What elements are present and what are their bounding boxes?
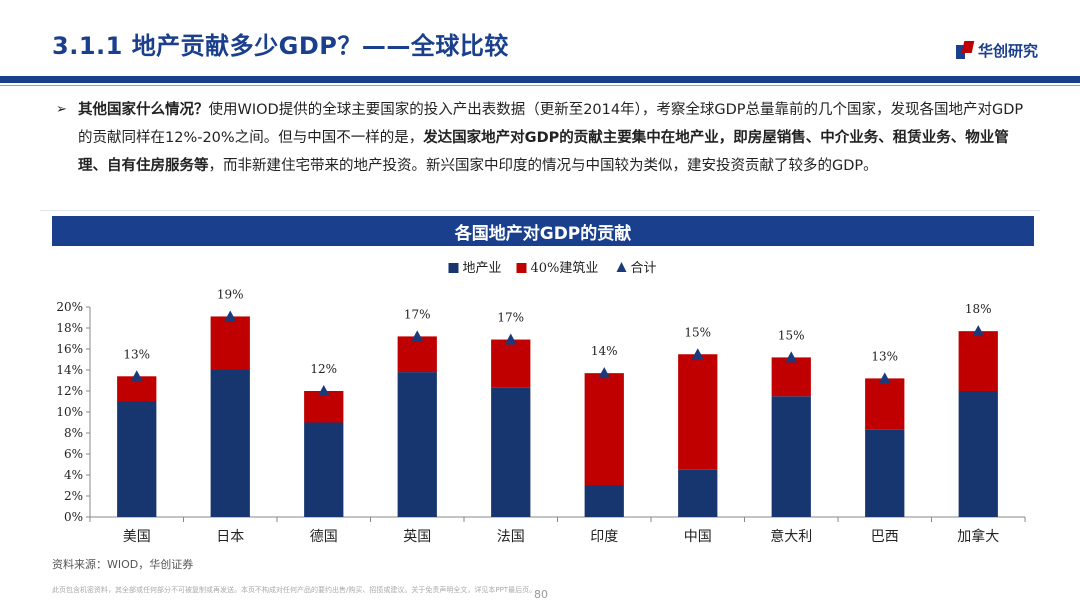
source-note: 资料来源：WIOD，华创证券 xyxy=(52,558,194,571)
total-label-1: 19% xyxy=(217,287,244,301)
y-tick-label: 16% xyxy=(56,342,83,356)
total-marker-0 xyxy=(130,370,143,382)
disclaimer: 此页包含机密资料，其全部或任何部分不可被复制或再发送。本页不构成对任何产品的要约… xyxy=(52,586,537,594)
x-tick-label-2: 德国 xyxy=(310,529,338,545)
bar-construction-5 xyxy=(584,373,624,486)
bar-land-8 xyxy=(865,429,905,517)
legend-item-construction-swatch xyxy=(516,263,527,273)
total-label-9: 18% xyxy=(965,302,992,316)
bullet-body-1: 使用WIOD提供的全球主要国家的投入产出表数据（更新至2014年），考察全球GD… xyxy=(78,102,1024,146)
bar-construction-3 xyxy=(397,336,437,373)
legend-item-land: 地产业 xyxy=(463,261,502,276)
bar-land-7 xyxy=(771,396,811,517)
total-label-8: 13% xyxy=(871,349,898,363)
total-label-5: 14% xyxy=(591,344,618,358)
bar-land-3 xyxy=(397,372,437,517)
bar-construction-2 xyxy=(304,391,344,423)
bullet-arrow-icon: ➢ xyxy=(56,102,67,117)
y-tick-label: 2% xyxy=(64,489,83,503)
legend-item-total: 合计 xyxy=(631,261,657,276)
total-marker-9 xyxy=(972,325,985,337)
bullet-body-2: ，而非新建住宅带来的地产投资。新兴国家中印度的情况与中国较为类似，建安投资贡献了… xyxy=(208,158,878,174)
bar-land-6 xyxy=(678,469,718,517)
chart-container: 地产业 40%建筑业 合计 0% 2% 4% 6% 8% 10% 12% 14% 16% 18% 20% 1… xyxy=(40,252,1040,552)
x-tick-label-5: 印度 xyxy=(590,529,618,545)
total-label-0: 13% xyxy=(123,347,150,361)
total-marker-8 xyxy=(878,372,891,384)
logo-text: 华创研究 xyxy=(978,41,1039,60)
y-tick-label: 4% xyxy=(64,468,83,482)
bar-land-0 xyxy=(117,401,157,517)
header-divider-thin xyxy=(0,85,1080,86)
y-tick-label: 12% xyxy=(56,384,83,398)
logo-icon xyxy=(956,41,975,59)
section-separator xyxy=(40,210,1040,211)
bar-construction-1 xyxy=(210,316,250,370)
y-tick-label: 6% xyxy=(64,447,83,461)
bar-land-1 xyxy=(210,370,250,517)
legend-item-land-swatch xyxy=(448,263,459,273)
brand-logo: 华创研究 xyxy=(956,39,1038,61)
total-marker-1 xyxy=(224,310,237,322)
bar-construction-8 xyxy=(865,378,905,430)
bar-construction-9 xyxy=(958,331,998,391)
total-marker-7 xyxy=(785,351,798,363)
bar-land-5 xyxy=(584,485,624,517)
page-number: 80 xyxy=(534,588,548,601)
x-tick-label-3: 英国 xyxy=(403,528,431,545)
y-tick-label: 20% xyxy=(56,300,83,314)
total-label-7: 15% xyxy=(778,328,805,342)
total-label-4: 17% xyxy=(497,311,524,325)
header-divider xyxy=(0,76,1080,83)
bullet-emphasis: 发达国家地产对GDP的贡献主要集中在地产业，即房屋销售、中介业务、租赁业务、物业… xyxy=(78,130,1009,174)
y-tick-label: 8% xyxy=(64,426,83,440)
y-tick-label: 18% xyxy=(56,321,83,335)
y-tick-label: 14% xyxy=(56,363,83,377)
total-marker-4 xyxy=(504,333,517,345)
total-label-3: 17% xyxy=(404,307,431,321)
x-tick-label-9: 加拿大 xyxy=(957,528,999,545)
chart-title-banner: 各国地产对GDP的贡献 xyxy=(52,216,1034,246)
stacked-bar-chart: 地产业 40%建筑业 合计 0% 2% 4% 6% 8% 10% 12% 14% 16% 18% 20% 1… xyxy=(56,260,1026,545)
bullet-paragraph: ➢ 其他国家什么情况？使用WIOD提供的全球主要国家的投入产出表数据（更新至20… xyxy=(56,96,1028,180)
legend-item-total-swatch xyxy=(616,262,627,272)
total-marker-3 xyxy=(411,330,424,342)
bar-construction-7 xyxy=(771,357,811,397)
x-tick-label-7: 意大利 xyxy=(770,528,812,545)
bullet-lead: 其他国家什么情况？ xyxy=(78,102,209,118)
bar-land-4 xyxy=(491,387,531,517)
y-tick-label: 0% xyxy=(64,510,83,524)
x-tick-label-1: 日本 xyxy=(216,529,244,545)
y-tick-label: 10% xyxy=(56,405,83,419)
page-title: 3.1.1 地产贡献多少GDP？——全球比较 xyxy=(52,32,509,60)
total-label-6: 15% xyxy=(684,325,711,339)
x-tick-label-8: 巴西 xyxy=(871,529,899,545)
bar-construction-6 xyxy=(678,354,718,470)
bar-land-2 xyxy=(304,422,344,517)
x-tick-label-0: 美国 xyxy=(123,529,151,545)
total-marker-2 xyxy=(317,385,330,396)
bar-construction-4 xyxy=(491,339,531,388)
x-tick-label-6: 中国 xyxy=(684,529,712,545)
x-tick-label-4: 法国 xyxy=(497,529,525,545)
legend-item-construction: 40%建筑业 xyxy=(531,260,599,276)
bar-land-9 xyxy=(958,391,998,517)
total-marker-5 xyxy=(598,367,611,379)
total-label-2: 12% xyxy=(310,362,337,376)
total-marker-6 xyxy=(691,348,704,360)
